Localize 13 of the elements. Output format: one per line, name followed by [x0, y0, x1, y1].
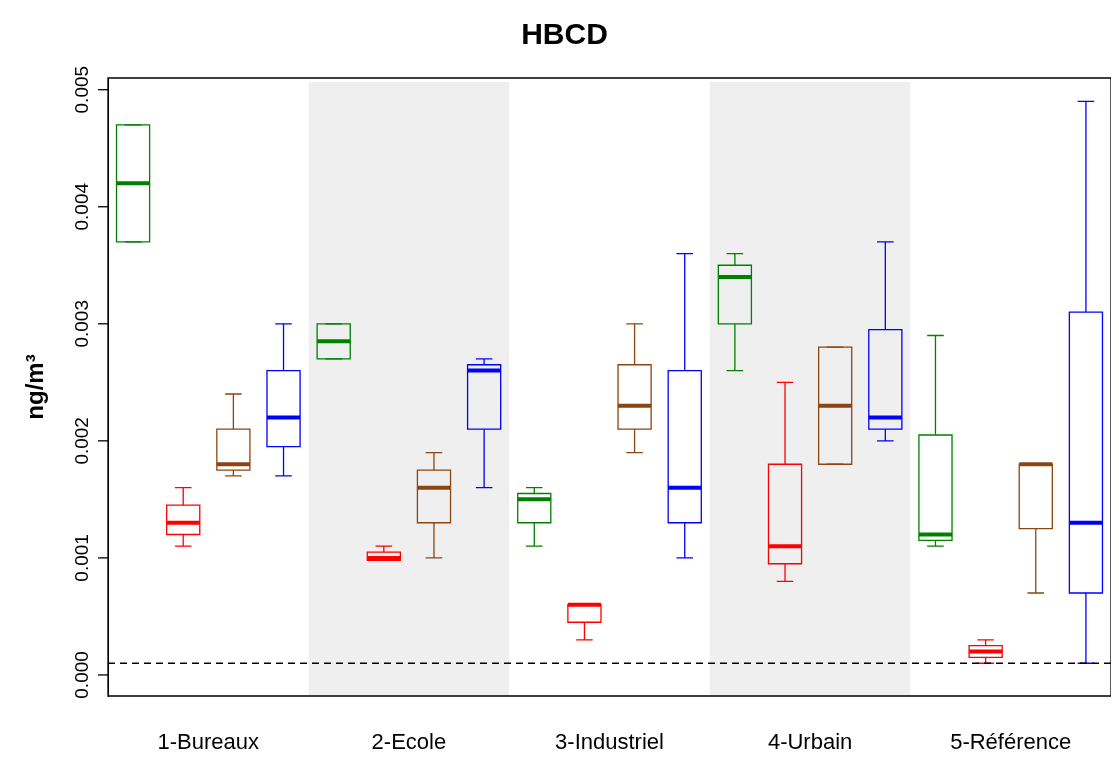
x-tick-label: 1-Bureaux — [157, 729, 260, 755]
y-tick-label: 0.002 — [70, 417, 92, 465]
y-tick-label: 0.004 — [70, 182, 92, 231]
chart-title: HBCD — [521, 17, 608, 51]
x-tick-label: 2-Ecole — [371, 729, 447, 755]
y-axis-title: ng/m³ — [21, 354, 49, 420]
y-tick-label: 0.003 — [70, 300, 92, 348]
y-tick-label: 0.005 — [70, 65, 92, 114]
x-tick-label: 3-Industriel — [555, 729, 664, 755]
x-tick-label: 5-Référence — [950, 729, 1072, 755]
x-tick-label: 4-Urbain — [767, 729, 853, 755]
y-tick-label: 0.000 — [70, 651, 92, 699]
y-tick-label: 0.001 — [70, 534, 92, 582]
